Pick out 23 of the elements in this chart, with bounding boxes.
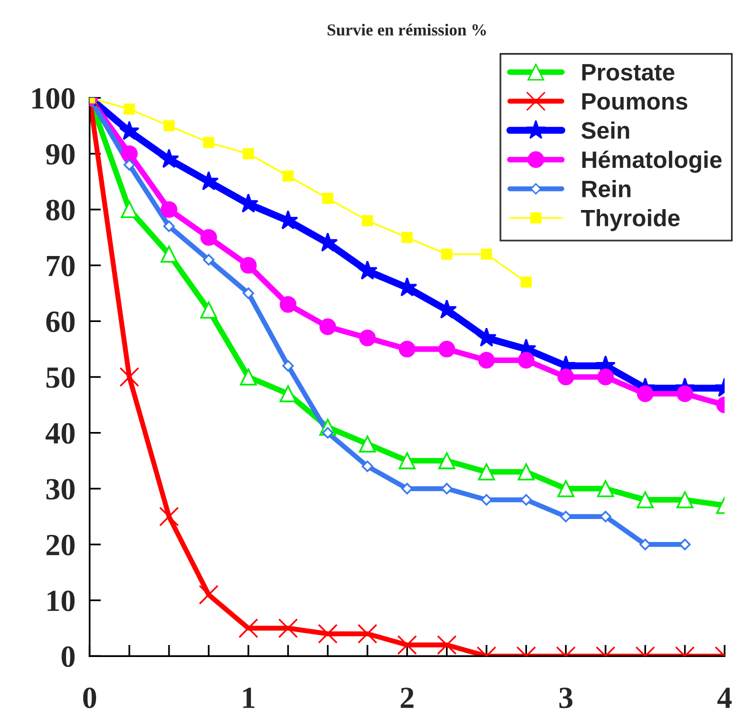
- legend-label: Thyroide: [580, 209, 680, 232]
- legend-label: Prostate: [582, 64, 674, 81]
- chart-title: Survie en rémission %: [328, 24, 486, 36]
- y-tick-label: 80: [46, 200, 75, 220]
- x-tick-label: 0: [83, 688, 96, 708]
- y-tick-label: 20: [46, 534, 75, 556]
- x-tick-label: 2: [400, 688, 414, 708]
- x-tick-label: 1: [243, 688, 254, 708]
- y-tick-label: 50: [46, 367, 75, 388]
- y-tick-label: 30: [46, 478, 75, 500]
- y-tick-label: 70: [46, 256, 75, 276]
- legend-label: Poumons: [582, 93, 688, 110]
- y-tick-label: 90: [46, 144, 75, 165]
- y-tick-label: 10: [48, 590, 75, 612]
- y-tick-label: 60: [46, 311, 75, 332]
- legend-label: Sein: [581, 121, 630, 139]
- y-tick-label: 40: [46, 423, 75, 444]
- legend-label: Rein: [582, 180, 630, 198]
- x-tick-label: 3: [559, 688, 572, 708]
- x-tick-label: 4: [717, 688, 732, 708]
- y-tick-label: 0: [62, 646, 75, 668]
- legend-label: Hématologie: [582, 150, 722, 173]
- y-tick-label: 100: [32, 88, 75, 109]
